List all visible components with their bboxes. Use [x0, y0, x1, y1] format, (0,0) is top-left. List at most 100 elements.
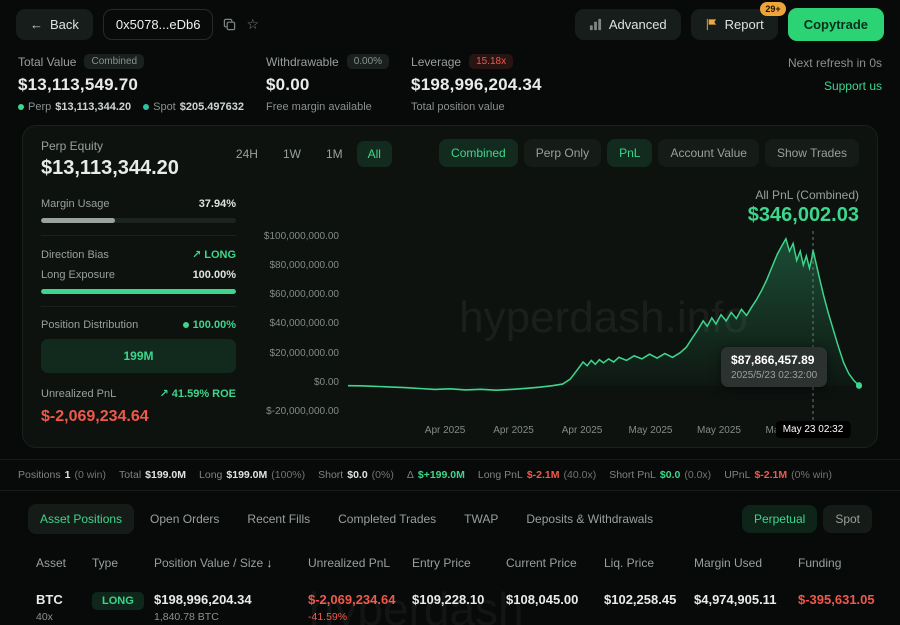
- tab-asset-positions[interactable]: Asset Positions: [28, 504, 135, 534]
- divider: [41, 235, 236, 236]
- long-exposure-bar: [41, 289, 236, 294]
- roe-value: 41.59% ROE: [171, 388, 236, 400]
- column-header[interactable]: Position Value / Size ↓: [154, 556, 273, 570]
- column-header[interactable]: Margin Used: [694, 556, 763, 570]
- view-tabs: Combined Perp Only PnL Account Value Show Tr…: [439, 139, 859, 167]
- x-axis-label: May 2025: [697, 425, 741, 436]
- up-right-arrow-icon: ↗: [159, 388, 172, 400]
- table-row[interactable]: BTC 40x LONG $198,996,204.34 1,840.78 BTC $-2…: [28, 592, 875, 623]
- table-cell: $108,045.00: [506, 592, 579, 607]
- spot-label: Spot: [153, 101, 176, 113]
- direction-bias-label: Direction Bias: [41, 248, 109, 261]
- table-cell: BTC 40x: [36, 592, 63, 623]
- tab-perp-only[interactable]: Perp Only: [523, 139, 602, 167]
- position-distribution-label: Position Distribution: [41, 319, 139, 331]
- positions-summary-strip: Positions 1 (0 win) Total $199.0M Long $199.0M…: [0, 459, 900, 491]
- perp-label: Perp: [28, 101, 52, 113]
- unrealized-pnl-label: Unrealized PnL: [41, 387, 117, 400]
- y-axis-label: $60,000,000.00: [269, 289, 339, 301]
- withdrawable-chip: 0.00%: [346, 54, 390, 69]
- report-label: Report: [724, 16, 764, 32]
- summary-item: Long PnL $-2.1M (40.0x): [477, 469, 597, 481]
- tab-1w[interactable]: 1W: [272, 141, 312, 167]
- summary-item: Short $0.0 (0%): [318, 469, 394, 481]
- pnl-line-chart: [347, 231, 863, 423]
- green-dot-icon: [182, 322, 189, 328]
- metrics-sidebar: Margin Usage 37.94% Direction Bias ↗ LON…: [41, 188, 236, 441]
- up-right-arrow-icon: ↗: [191, 249, 205, 261]
- column-header[interactable]: Liq. Price: [604, 556, 655, 570]
- table-cell: $109,228.10: [412, 592, 485, 607]
- tab-account-value[interactable]: Account Value: [658, 139, 759, 167]
- column-header[interactable]: Funding: [798, 556, 842, 570]
- tab-completed-trades[interactable]: Completed Trades: [326, 504, 448, 534]
- tab-perpetual[interactable]: Perpetual: [741, 505, 818, 533]
- tab-deposits-withdrawals[interactable]: Deposits & Withdrawals: [514, 504, 665, 534]
- margin-usage-bar: [41, 218, 236, 223]
- perp-equity-label: Perp Equity: [41, 139, 104, 153]
- withdrawable-sub: Free margin available: [265, 101, 372, 113]
- x-axis-label: Apr 2025: [493, 425, 534, 436]
- flag-icon: [705, 18, 718, 31]
- spot-breakdown: Spot $205.497632: [143, 101, 244, 113]
- y-axis: $100,000,000.00 $80,000,000.00 $60,000,000…: [244, 231, 348, 417]
- table-cell: LONG: [92, 592, 150, 610]
- summary-item: Short PnL $0.0 (0.0x): [609, 469, 712, 481]
- back-button[interactable]: ← Back: [16, 8, 93, 40]
- combined-chip: Combined: [84, 54, 145, 69]
- leverage-chip: 15.18x: [469, 54, 514, 69]
- margin-usage-value: 37.94%: [198, 198, 236, 210]
- wallet-address: 0x5078...eDb6: [115, 16, 201, 32]
- positions-table: hyperdash Asset Type Position Value / Size…: [28, 556, 875, 625]
- summary-item: UPnL $-2.1M (0% win): [724, 469, 832, 481]
- back-arrow-icon: ←: [30, 16, 43, 32]
- all-pnl-value: $346,002.03: [747, 204, 859, 226]
- column-header[interactable]: Current Price: [506, 556, 577, 570]
- leverage-sub: Total position value: [411, 101, 505, 113]
- column-header[interactable]: Type: [92, 556, 119, 570]
- table-cell: $4,974,905.11: [694, 592, 777, 607]
- top-bar: ← Back 0x5078...eDb6 ☆ Advanced Report 2…: [0, 0, 900, 48]
- y-axis-label: $0.00: [313, 376, 339, 388]
- divider: [41, 306, 236, 307]
- star-icon[interactable]: ☆: [246, 15, 260, 32]
- tab-all[interactable]: All: [356, 141, 392, 167]
- column-header[interactable]: Unrealized PnL: [308, 556, 391, 570]
- overview-panel: Perp Equity $13,113,344.20 24H 1W 1M All Co…: [22, 125, 878, 448]
- tab-open-orders[interactable]: Open Orders: [138, 504, 231, 534]
- copy-icon[interactable]: [223, 18, 236, 31]
- positions-section: Asset Positions Open Orders Recent Fills Co…: [0, 491, 900, 625]
- tab-pnl[interactable]: PnL: [607, 139, 653, 167]
- distribution-box-value: 199M: [123, 349, 154, 363]
- tab-recent-fills[interactable]: Recent Fills: [235, 504, 322, 534]
- tab-twap[interactable]: TWAP: [452, 504, 510, 534]
- table-cell: $-395,631.05: [798, 592, 875, 607]
- column-header[interactable]: Asset: [36, 556, 67, 570]
- copytrade-button[interactable]: Copytrade: [787, 7, 884, 41]
- support-us-link[interactable]: Support us: [823, 79, 882, 93]
- chart-plot-area[interactable]: hyperdash.info: [347, 231, 863, 423]
- all-pnl-label: All PnL (Combined): [755, 188, 859, 202]
- tab-combined[interactable]: Combined: [439, 139, 518, 167]
- distribution-box[interactable]: 199M: [41, 339, 236, 373]
- chart-tooltip: $87,866,457.89 2025/5/23 02:32:00: [721, 347, 828, 388]
- tab-spot[interactable]: Spot: [823, 505, 872, 533]
- back-label: Back: [50, 16, 79, 32]
- unrealized-pnl-value: $-2,069,234.64: [41, 408, 149, 425]
- tab-24h[interactable]: 24H: [225, 141, 269, 167]
- leverage-stat: Leverage 15.18x $198,996,204.34 Total po…: [411, 54, 542, 113]
- wallet-address-pill[interactable]: 0x5078...eDb6: [102, 8, 214, 40]
- y-axis-label: $80,000,000.00: [269, 260, 339, 272]
- column-header[interactable]: Entry Price: [412, 556, 471, 570]
- tab-show-trades[interactable]: Show Trades: [764, 139, 859, 167]
- sort-desc-icon: ↓: [263, 556, 273, 570]
- advanced-button[interactable]: Advanced: [574, 8, 681, 40]
- leverage-label: Leverage: [411, 54, 462, 69]
- margin-usage-label: Margin Usage: [41, 198, 110, 210]
- tab-1m[interactable]: 1M: [315, 141, 354, 167]
- table-cell: $-2,069,234.64 -41.59%: [308, 592, 396, 623]
- table-cell: $102,258.45: [604, 592, 677, 607]
- advanced-label: Advanced: [608, 16, 667, 32]
- report-button[interactable]: Report 29+: [690, 1, 786, 40]
- market-type-tabs: Perpetual Spot: [741, 505, 872, 533]
